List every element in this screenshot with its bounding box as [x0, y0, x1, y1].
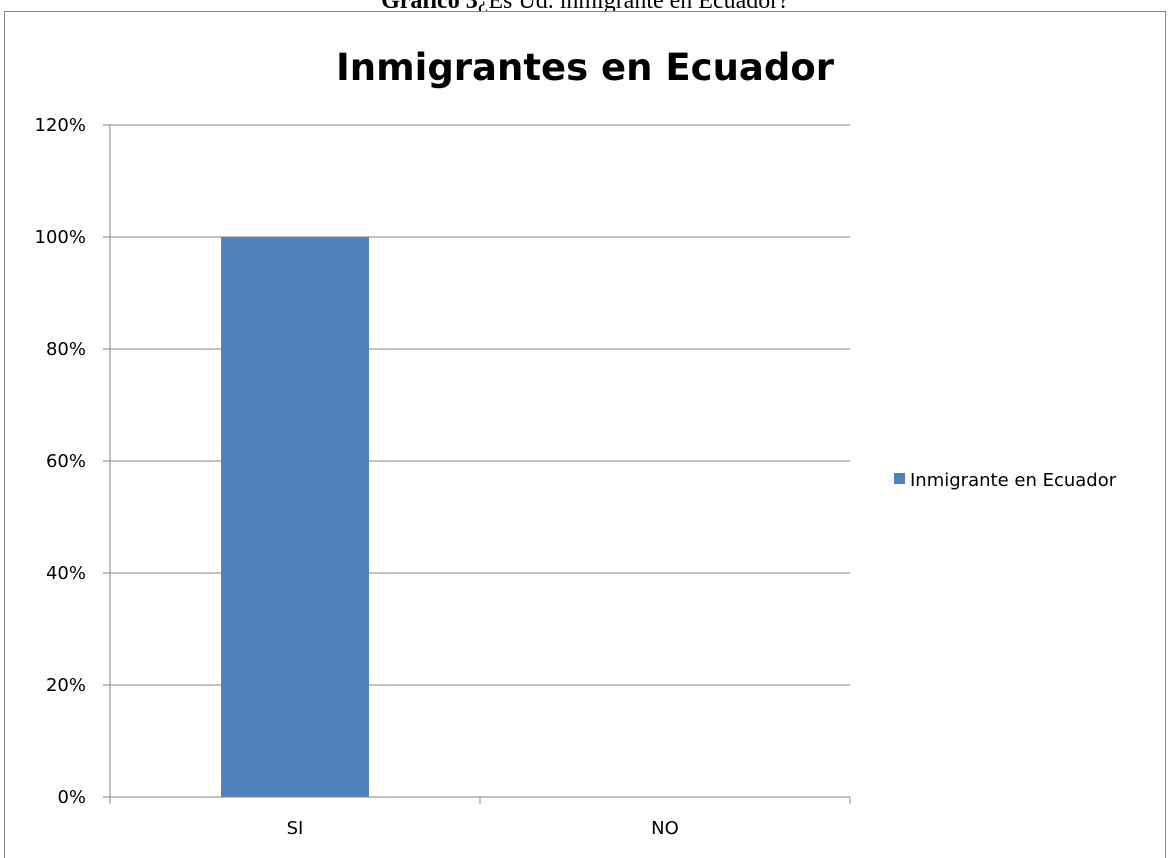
caption-text: ¿Es Ud. inmigrante en Ecuador?: [477, 0, 789, 14]
x-category-label: SI: [287, 818, 304, 839]
bars: [221, 237, 369, 797]
y-tick-label: 40%: [46, 563, 86, 584]
chart-title: Inmigrantes en Ecuador: [336, 46, 835, 89]
bar-si: [221, 237, 369, 797]
legend-swatch: [894, 473, 905, 484]
y-tick-label: 80%: [46, 339, 86, 360]
y-tick-label: 120%: [35, 115, 86, 136]
caption-number: Gráfico 3: [381, 0, 478, 14]
y-axis-tick-labels: 0% 20% 40% 60% 80% 100% 120%: [35, 115, 86, 808]
figure-caption: Gráfico 3¿Es Ud. inmigrante en Ecuador?: [0, 0, 1170, 15]
axes: [103, 124, 851, 804]
y-tick-label: 60%: [46, 451, 86, 472]
y-tick-label: 0%: [57, 787, 86, 808]
chart-area: [4, 11, 1166, 858]
x-category-label: NO: [651, 818, 679, 839]
y-tick-label: 100%: [35, 227, 86, 248]
legend: Inmigrante en Ecuador: [894, 470, 1117, 491]
x-axis-category-labels: SI NO: [287, 818, 679, 839]
y-tick-label: 20%: [46, 675, 86, 696]
legend-label: Inmigrante en Ecuador: [910, 470, 1117, 491]
